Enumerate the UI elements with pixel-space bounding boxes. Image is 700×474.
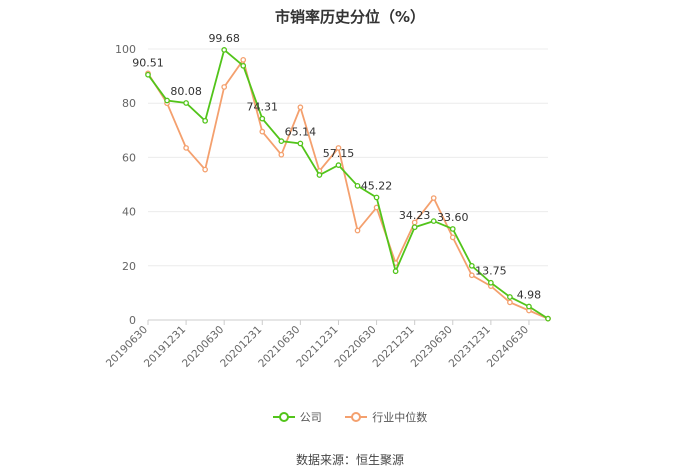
legend-company-line-icon (272, 412, 295, 422)
chart-title: 市销率历史分位（%） (274, 8, 426, 26)
industry-median-point[interactable] (183, 145, 189, 151)
company-point[interactable] (392, 268, 399, 275)
y-tick-label: 0 (129, 314, 136, 327)
y-tick-label: 20 (122, 260, 136, 273)
industry-median-point[interactable] (468, 272, 475, 279)
company-point[interactable] (164, 97, 170, 104)
industry-median-point[interactable] (449, 234, 456, 241)
company-point[interactable] (411, 224, 418, 231)
company-point[interactable] (449, 226, 456, 232)
industry-median-point[interactable] (202, 166, 208, 173)
industry-median-point[interactable] (240, 56, 247, 63)
y-tick-label: 80 (122, 97, 136, 110)
industry-median-point[interactable] (297, 104, 304, 111)
company-point[interactable] (183, 100, 189, 106)
company-point[interactable] (240, 62, 247, 69)
grid-lines (148, 48, 548, 321)
legend-industry-label: 行业中位数 (372, 411, 428, 424)
data-label: 13.75 (475, 265, 507, 278)
y-tick-label: 100 (115, 43, 136, 56)
data-label: 33.60 (437, 211, 469, 224)
industry-median-point[interactable] (354, 227, 361, 234)
company-point[interactable] (545, 315, 551, 322)
company-point[interactable] (259, 115, 266, 122)
company-point[interactable] (488, 279, 494, 286)
data-label: 57.15 (323, 147, 355, 160)
series-group (145, 47, 551, 322)
y-tick-label: 40 (122, 206, 136, 219)
company-point[interactable] (335, 162, 342, 168)
company-point[interactable] (468, 262, 475, 269)
company-point[interactable] (507, 294, 513, 300)
data-label: 80.08 (170, 85, 202, 98)
industry-median-point[interactable] (507, 299, 513, 306)
company-point[interactable] (297, 140, 304, 147)
company-point[interactable] (221, 47, 228, 53)
company-point[interactable] (526, 303, 532, 310)
data-label: 65.14 (285, 125, 317, 138)
company-point[interactable] (278, 138, 285, 144)
company-point[interactable] (316, 172, 323, 178)
data-labels: 90.51 80.08 99.68 74.31 65.14 57.15 45.22 34.23… (132, 32, 541, 302)
company-point[interactable] (373, 194, 380, 201)
data-label: 90.51 (132, 57, 164, 70)
company-point[interactable] (145, 71, 151, 78)
data-source: 数据来源：恒生聚源 (295, 453, 404, 467)
data-label: 4.98 (517, 289, 542, 302)
legend-company-label: 公司 (299, 411, 322, 424)
industry-median-point[interactable] (278, 151, 285, 158)
company-series-line (147, 48, 549, 320)
y-tick-label: 60 (122, 151, 136, 164)
data-label: 74.31 (247, 101, 279, 114)
industry-median-point[interactable] (221, 84, 228, 90)
industry-median-point[interactable] (430, 195, 437, 201)
y-axis-ticks: 0 20 40 60 80 100 (115, 43, 136, 327)
legend: 公司 行业中位数 (0, 408, 700, 425)
company-point[interactable] (354, 183, 361, 189)
data-label: 99.68 (208, 32, 240, 45)
data-label: 34.23 (399, 209, 431, 222)
industry-median-point[interactable] (259, 128, 266, 135)
company-point[interactable] (202, 117, 208, 124)
legend-item-industry-median[interactable]: 行业中位数 (345, 409, 427, 425)
legend-industry-line-icon (345, 412, 368, 422)
company-point[interactable] (430, 218, 437, 224)
industry-median-point[interactable] (335, 145, 342, 151)
legend-item-company[interactable]: 公司 (272, 409, 322, 425)
x-axis: 2019063020191231202006302020123120210630… (104, 320, 531, 370)
x-tick-label: 20240630 (485, 324, 531, 370)
data-label: 45.22 (361, 179, 393, 192)
industry-median-series-line (147, 57, 549, 320)
